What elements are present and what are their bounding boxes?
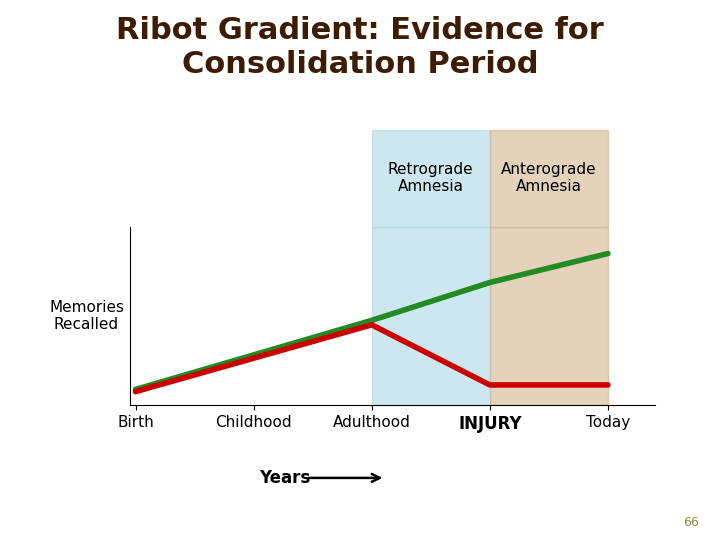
Bar xyxy=(372,227,490,405)
Text: 66: 66 xyxy=(683,516,698,529)
Text: Ribot Gradient: Evidence for
Consolidation Period: Ribot Gradient: Evidence for Consolidati… xyxy=(116,16,604,79)
Text: Anterograde
Amnesia: Anterograde Amnesia xyxy=(501,162,597,194)
Text: Retrograde
Amnesia: Retrograde Amnesia xyxy=(388,162,474,194)
Text: Years: Years xyxy=(259,469,310,487)
Y-axis label: Memories
Recalled: Memories Recalled xyxy=(49,300,124,332)
Bar xyxy=(490,227,608,405)
